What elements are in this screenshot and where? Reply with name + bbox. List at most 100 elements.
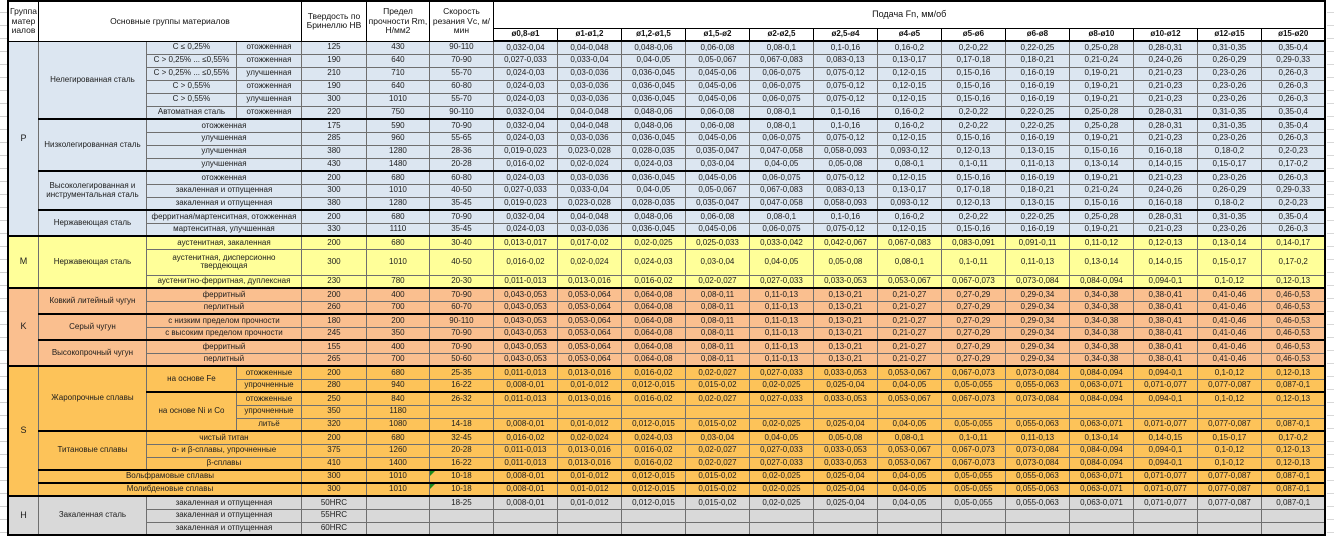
feed-cell: 0,027-0,033: [748, 274, 814, 289]
feed-cell: [1004, 521, 1070, 536]
feed-cell: 0,27-0,29: [940, 339, 1006, 354]
feed-cell: 0,024-0,03: [492, 92, 558, 107]
feed-cell: 0,13-0,17: [876, 53, 942, 68]
feed-cell: 0,27-0,29: [940, 287, 1006, 302]
feed-cell: 0,1-0,12: [1196, 274, 1262, 289]
feed-cell: 0,04-0,05: [876, 378, 942, 393]
feed-cell: 0,043-0,053: [492, 313, 558, 328]
hb-cell: 200: [300, 430, 367, 445]
vc-cell: 16-22: [428, 378, 494, 393]
material-cell: Нержавеющая сталь: [37, 209, 147, 237]
feed-cell: 0,035-0,047: [684, 144, 750, 159]
treatment-cell: ферритный: [145, 339, 302, 354]
feed-cell: 0,011-0,013: [492, 443, 558, 458]
treatment-cell: отожженная: [235, 40, 302, 55]
feed-cell: 0,067-0,083: [876, 235, 942, 250]
feed-cell: 0,02-0,025: [748, 417, 814, 432]
feed-cell: 0,008-0,01: [492, 378, 558, 393]
feed-cell: 0,013-0,016: [556, 456, 622, 471]
rm-cell: 1010: [365, 482, 430, 497]
feed-cell: 0,41-0,46: [1196, 313, 1262, 328]
feed-cell: 0,27-0,29: [940, 326, 1006, 341]
feed-cell: 0,033-0,053: [812, 443, 878, 458]
feed-cell: 0,21-0,27: [876, 287, 942, 302]
feed-cell: 0,043-0,053: [492, 287, 558, 302]
table-row: C > 0,55% отожженная 190 640 60-80 0,024-0,03…: [8, 79, 1326, 94]
feed-cell: 0,1-0,12: [1196, 391, 1262, 406]
table-row: C > 0,55% улучшенная 300 1010 55-70 0,024-0,0…: [8, 92, 1326, 107]
vc-cell: 20-30: [428, 274, 494, 289]
table-row: аустенитно-ферритная, дуплексная 230 780 20…: [8, 274, 1326, 289]
treatment-cell: перлитный: [145, 352, 302, 367]
table-row: улучшенная 285 960 55-65 0,024-0,03 0,03-0,03…: [8, 131, 1326, 146]
feed-cell: [940, 404, 1006, 419]
feed-cell: 0,11-0,13: [1004, 157, 1070, 172]
treatment-cell: перлитный: [145, 300, 302, 315]
feed-cell: 0,46-0,53: [1260, 352, 1326, 367]
vc-cell: 28-36: [428, 144, 494, 159]
feed-cell: 0,048-0,06: [620, 40, 686, 55]
feed-cell: 0,35-0,4: [1260, 209, 1326, 224]
feed-cell: 0,12-0,15: [876, 222, 942, 237]
feed-cell: 0,064-0,08: [620, 313, 686, 328]
feed-cell: 0,34-0,38: [1068, 339, 1134, 354]
feed-cell: 0,067-0,073: [940, 456, 1006, 471]
feed-cell: 0,04-0,05: [876, 495, 942, 510]
vc-cell: 55-70: [428, 66, 494, 81]
right-gutter: [1327, 0, 1334, 535]
feed-cell: 0,21-0,27: [876, 339, 942, 354]
feed-cell: 0,091-0,11: [1004, 235, 1070, 250]
diameter-column-header: ø6-ø8: [1004, 27, 1070, 42]
table-row: улучшенная 380 1280 28-36 0,019-0,023 0,023-0…: [8, 144, 1326, 159]
feed-cell: 0,04-0,048: [556, 118, 622, 133]
table-row: M Нержавеющая сталь аустенитная, закаленна…: [7, 235, 1326, 289]
treatment-cell: с низким пределом прочности: [145, 313, 302, 328]
feed-cell: 0,025-0,04: [812, 469, 878, 484]
vc-cell: 35-45: [428, 196, 494, 211]
feed-cell: 0,063-0,071: [1068, 378, 1134, 393]
feed-cell: 0,14-0,15: [1132, 430, 1198, 445]
feed-cell: 0,2-0,23: [1260, 144, 1326, 159]
rm-cell: 780: [365, 274, 430, 289]
material-group-cell: H: [7, 495, 39, 536]
table-row: Титановые сплавы чистый титан 200 680 32-45 0…: [8, 430, 1326, 471]
vc-cell: 60-80: [428, 79, 494, 94]
feed-cell: 0,11-0,13: [748, 339, 814, 354]
feed-cell: 0,083-0,091: [940, 235, 1006, 250]
feed-cell: 0,027-0,033: [748, 365, 814, 380]
feed-cell: 0,21-0,27: [876, 352, 942, 367]
table-row: литьё 320 1080 14-18 0,008-0,01 0,01-0,012 0,0…: [8, 417, 1326, 432]
feed-cell: 0,25-0,28: [1068, 118, 1134, 133]
feed-cell: 0,012-0,015: [620, 469, 686, 484]
feed-cell: 0,29-0,34: [1004, 300, 1070, 315]
feed-cell: 0,22-0,25: [1004, 105, 1070, 120]
feed-cell: 0,16-0,2: [876, 40, 942, 55]
feed-cell: 0,063-0,071: [1068, 495, 1134, 510]
feed-cell: 0,045-0,06: [684, 131, 750, 146]
feed-cell: 0,013-0,016: [556, 274, 622, 289]
feed-cell: 0,03-0,036: [556, 170, 622, 185]
treatment-cell: отожженные: [235, 365, 302, 380]
feed-cell: 0,02-0,025: [748, 482, 814, 497]
feed-cell: 0,2-0,22: [940, 209, 1006, 224]
feed-cell: 0,033-0,042: [748, 235, 814, 250]
feed-cell: 0,067-0,083: [748, 53, 814, 68]
material-cell: Титановые сплавы: [37, 430, 147, 471]
diameter-column-header: ø8-ø10: [1068, 27, 1134, 42]
feed-cell: 0,29-0,34: [1004, 352, 1070, 367]
feed-cell: 0,01-0,012: [556, 469, 622, 484]
feed-cell: 0,13-0,15: [1004, 144, 1070, 159]
feed-cell: [556, 508, 622, 523]
feed-cell: 0,016-0,02: [620, 274, 686, 289]
feed-cell: 0,06-0,075: [748, 92, 814, 107]
feed-cell: 0,077-0,087: [1196, 482, 1262, 497]
feed-cell: 0,16-0,19: [1004, 170, 1070, 185]
treatment-cell: аустенитная, закаленная: [145, 235, 302, 250]
feed-cell: [1196, 508, 1262, 523]
feed-cell: 0,15-0,16: [940, 170, 1006, 185]
feed-cell: 0,063-0,071: [1068, 482, 1134, 497]
feed-cell: 0,036-0,045: [620, 66, 686, 81]
feed-cell: 0,053-0,064: [556, 313, 622, 328]
feed-cell: 0,22-0,25: [1004, 209, 1070, 224]
feed-cell: 0,015-0,02: [684, 417, 750, 432]
